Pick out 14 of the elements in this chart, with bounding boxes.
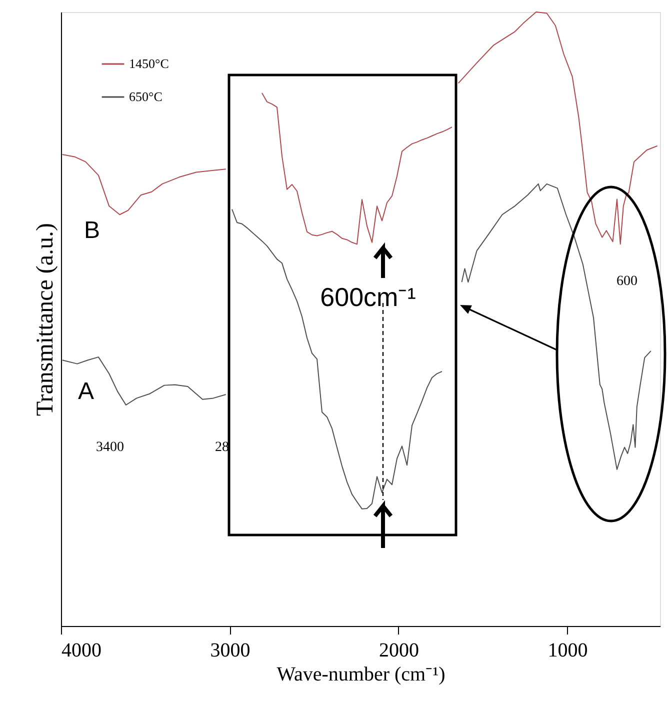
x-tick-label: 1000 [548, 640, 588, 662]
annotation: B [84, 217, 100, 244]
x-tick-label: 3000 [210, 640, 250, 662]
annotation: 28 [215, 440, 229, 455]
y-axis-title: Transmittance (a.u.) [32, 222, 58, 416]
x-tick-label: 4000 [62, 640, 102, 662]
legend-label: 1450°C [129, 56, 169, 71]
legend-label: 650°C [129, 89, 162, 104]
annotation: 600cm⁻¹ [320, 282, 416, 312]
x-tick-label: 2000 [378, 640, 419, 662]
x-axis-title: Wave-number (cm⁻¹) [276, 664, 446, 686]
annotation: A [78, 378, 94, 405]
annotation: 600 [616, 274, 638, 289]
annotation: 3400 [96, 440, 124, 455]
